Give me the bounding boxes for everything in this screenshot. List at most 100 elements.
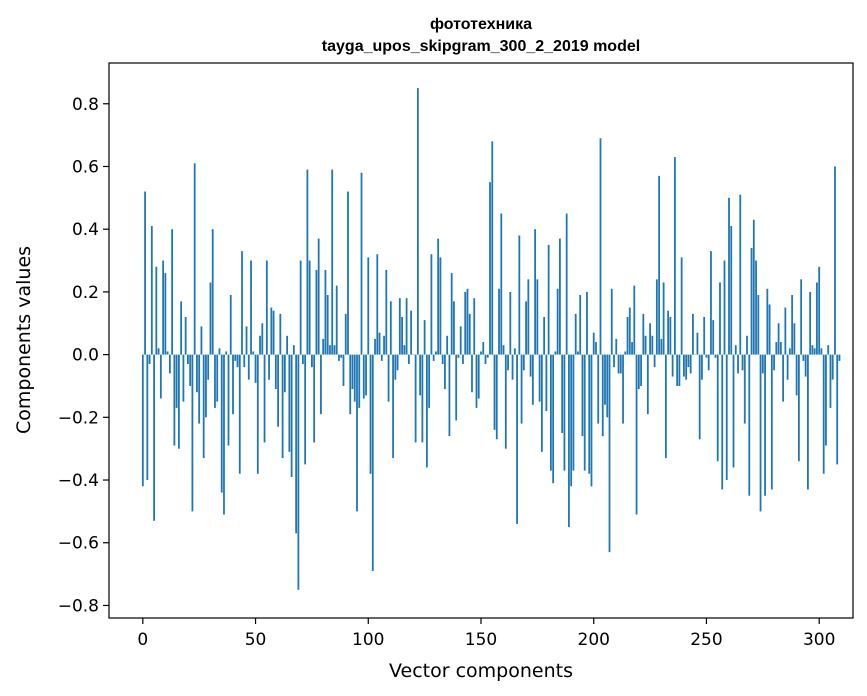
bar-236 xyxy=(673,157,676,355)
bar-246 xyxy=(696,332,699,355)
y-tick-label: −0.4 xyxy=(58,471,99,491)
bar-36 xyxy=(223,354,225,515)
bar-118 xyxy=(407,354,410,365)
bar-258 xyxy=(723,260,726,355)
bar-38 xyxy=(227,354,230,446)
bar-141 xyxy=(459,326,462,355)
bar-1 xyxy=(144,191,146,355)
bar-107 xyxy=(383,335,385,355)
bar-18 xyxy=(182,354,185,402)
bar-131 xyxy=(437,238,440,355)
bar-56 xyxy=(268,354,270,380)
bar-240 xyxy=(683,354,685,377)
bar-270 xyxy=(750,248,753,355)
bar-266 xyxy=(741,354,744,371)
bar-281 xyxy=(775,342,778,355)
bar-156 xyxy=(493,354,496,430)
bar-219 xyxy=(635,354,638,515)
bar-136 xyxy=(448,354,451,437)
bar-280 xyxy=(773,354,775,371)
bar-51 xyxy=(256,354,259,474)
bar-146 xyxy=(471,354,473,393)
bar-176 xyxy=(538,354,541,402)
bar-71 xyxy=(301,354,304,365)
bar-29 xyxy=(207,354,210,380)
bar-165 xyxy=(513,348,516,355)
bar-134 xyxy=(444,354,446,390)
bar-11 xyxy=(166,351,169,355)
bar-90 xyxy=(344,313,347,355)
y-axis: −0.8 −0.6 −0.4 −0.2 0.0 0.2 0.4 0.6 0.8 xyxy=(58,95,109,616)
bar-302 xyxy=(822,354,825,474)
bar-173 xyxy=(531,354,534,405)
bar-202 xyxy=(597,354,600,424)
bar-303 xyxy=(825,354,827,446)
bar-45 xyxy=(243,354,246,368)
bar-226 xyxy=(651,335,654,355)
bar-16 xyxy=(177,354,180,449)
bar-89 xyxy=(342,354,345,386)
bar-158 xyxy=(498,288,500,355)
bar-40 xyxy=(232,354,234,415)
bar-292 xyxy=(800,279,803,355)
bar-6 xyxy=(155,266,158,355)
bar-135 xyxy=(446,335,449,355)
bar-172 xyxy=(529,354,532,377)
bar-21 xyxy=(189,354,192,386)
bar-7 xyxy=(157,348,160,355)
bar-297 xyxy=(811,345,814,355)
bar-46 xyxy=(245,326,248,355)
bar-91 xyxy=(347,191,349,355)
bar-209 xyxy=(613,354,615,368)
bar-235 xyxy=(671,354,674,377)
bar-55 xyxy=(265,260,268,355)
bar-182 xyxy=(552,354,555,484)
bar-305 xyxy=(829,354,832,408)
bar-196 xyxy=(583,354,586,471)
bar-75 xyxy=(311,354,313,368)
y-tick-label: 0.2 xyxy=(72,283,99,303)
bar-189 xyxy=(568,354,570,528)
bar-39 xyxy=(229,295,232,355)
bar-33 xyxy=(216,354,219,402)
bar-162 xyxy=(507,354,509,371)
bar-250 xyxy=(705,354,708,358)
bar-150 xyxy=(480,351,482,355)
bar-13 xyxy=(171,229,174,355)
bar-34 xyxy=(218,348,221,355)
x-tick-label: 200 xyxy=(578,630,610,650)
bar-197 xyxy=(586,291,588,355)
bar-143 xyxy=(464,291,467,355)
bar-289 xyxy=(793,323,796,355)
bar-24 xyxy=(196,354,198,393)
bar-231 xyxy=(662,282,665,355)
bar-237 xyxy=(676,354,679,386)
bar-114 xyxy=(398,298,401,355)
bar-223 xyxy=(644,335,647,355)
bar-4 xyxy=(150,226,153,355)
bar-9 xyxy=(162,260,165,355)
bar-198 xyxy=(588,354,591,474)
bar-301 xyxy=(820,348,823,355)
bar-82 xyxy=(326,295,329,355)
bar-212 xyxy=(619,354,622,374)
bar-102 xyxy=(371,354,374,571)
bar-208 xyxy=(610,288,613,355)
bar-87 xyxy=(338,354,340,361)
bar-64 xyxy=(286,335,289,355)
bar-218 xyxy=(633,285,636,355)
bar-53 xyxy=(261,323,264,355)
bar-105 xyxy=(378,332,381,355)
bar-213 xyxy=(622,354,624,424)
bar-157 xyxy=(495,354,498,440)
bar-193 xyxy=(577,351,579,355)
bar-221 xyxy=(640,354,642,386)
bar-275 xyxy=(761,354,764,374)
y-tick-label: 0.6 xyxy=(72,157,99,177)
bar-186 xyxy=(561,354,564,433)
bar-93 xyxy=(351,354,354,390)
bar-140 xyxy=(457,354,460,358)
bar-290 xyxy=(795,354,798,396)
bar-296 xyxy=(809,291,812,355)
